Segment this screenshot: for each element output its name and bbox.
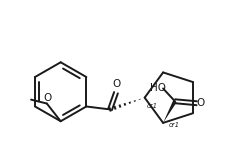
Polygon shape: [163, 100, 177, 123]
Text: or1: or1: [147, 102, 158, 109]
Text: HO: HO: [150, 83, 166, 93]
Text: O: O: [113, 79, 121, 89]
Text: O: O: [197, 98, 205, 108]
Text: O: O: [44, 93, 52, 102]
Text: or1: or1: [169, 122, 180, 128]
